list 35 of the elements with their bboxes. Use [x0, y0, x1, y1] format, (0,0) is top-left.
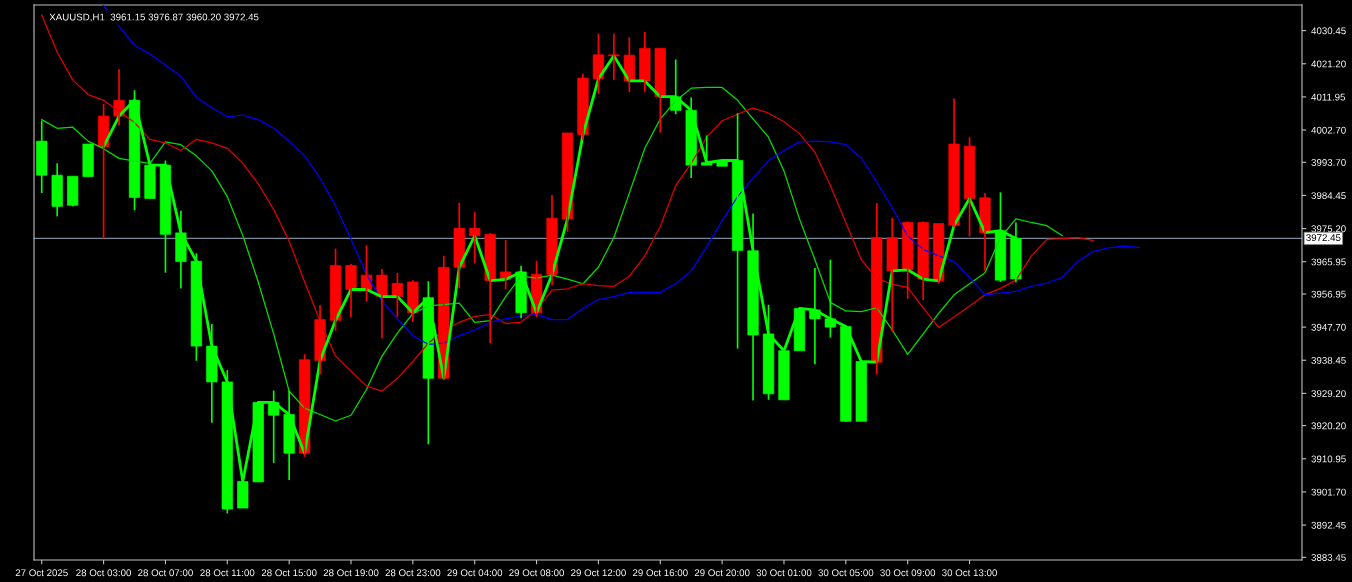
x-tick-label: 29 Oct 04:00: [447, 569, 503, 577]
x-tick-label: 30 Oct 09:00: [880, 569, 936, 577]
y-tick-label: 4002.70: [1311, 126, 1346, 134]
y-tick-label: 3929.20: [1311, 390, 1346, 398]
text: XAUUSD,H1 3961.15 3976.87 3960.20 3972.45: [49, 13, 259, 22]
x-tick-label: 29 Oct 20:00: [694, 569, 750, 577]
x-tick-label: 28 Oct 11:00: [200, 569, 255, 577]
x-tick-label: 28 Oct 07:00: [138, 569, 193, 577]
y-tick-label: 4021.20: [1311, 60, 1346, 68]
y-tick-label: 3993.70: [1311, 159, 1346, 166]
y-tick-label: 3965.95: [1311, 258, 1346, 266]
x-tick-label: 30 Oct 05:00: [818, 569, 874, 577]
y-tick-label: 3975.20: [1311, 225, 1346, 233]
y-tick-label: 3892.45: [1311, 521, 1346, 529]
y-tick-label: 3947.70: [1311, 323, 1346, 331]
x-tick-label: 29 Oct 16:00: [632, 569, 688, 577]
x-tick-label: 29 Oct 08:00: [509, 569, 565, 577]
y-tick-label: 3938.45: [1311, 356, 1346, 364]
x-tick-label: 27 Oct 2025: [15, 569, 68, 577]
x-tick-label: 28 Oct 23:00: [385, 569, 441, 577]
ref-line-label: 3972.45: [1306, 234, 1341, 242]
x-tick-label: 30 Oct 13:00: [942, 569, 997, 577]
x-tick-label: 30 Oct 01:00: [756, 569, 812, 577]
x-tick-label: 28 Oct 03:00: [76, 569, 132, 577]
y-tick-label: 4030.45: [1311, 27, 1346, 35]
y-tick-label: 3901.70: [1311, 488, 1346, 496]
y-tick-label: 3883.45: [1311, 554, 1346, 561]
x-tick-label: 29 Oct 12:00: [571, 569, 626, 577]
y-tick-label: 3910.95: [1311, 455, 1346, 463]
y-tick-label: 3920.20: [1311, 422, 1346, 430]
y-tick-label: 3984.45: [1311, 192, 1346, 200]
y-tick-label: 3956.95: [1311, 290, 1346, 298]
x-tick-label: 28 Oct 15:00: [261, 569, 317, 577]
x-tick-label: 28 Oct 19:00: [323, 569, 379, 577]
y-tick-label: 4011.95: [1311, 93, 1346, 101]
